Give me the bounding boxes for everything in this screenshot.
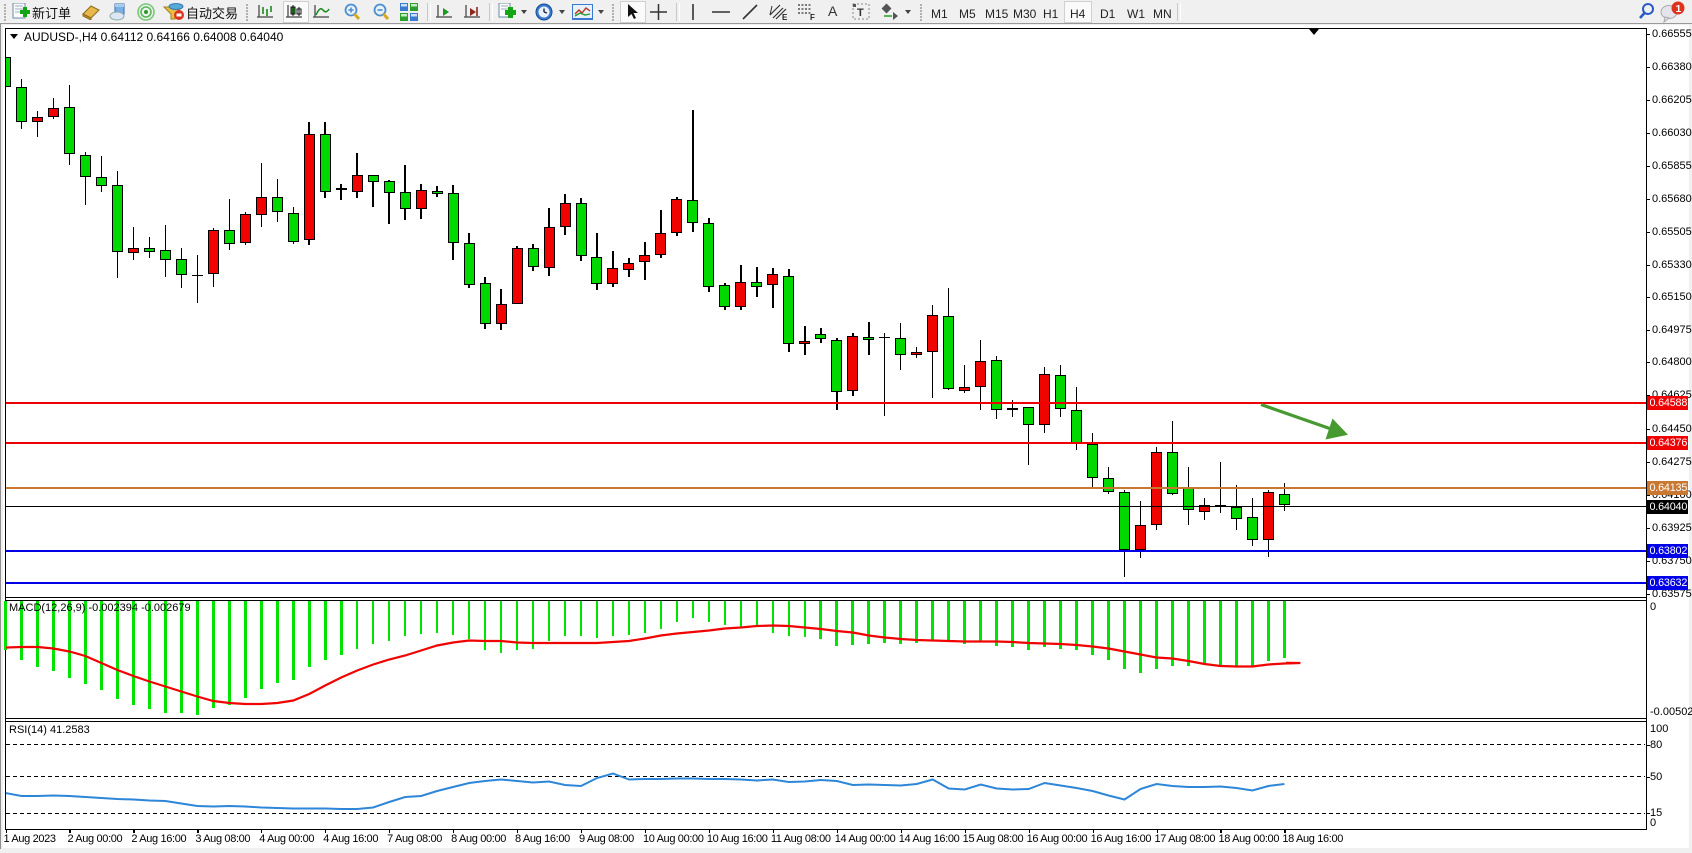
svg-text:E: E <box>782 13 788 21</box>
svg-text:T: T <box>857 7 864 19</box>
svg-text:F: F <box>810 13 815 21</box>
svg-text:1: 1 <box>1676 3 1682 15</box>
